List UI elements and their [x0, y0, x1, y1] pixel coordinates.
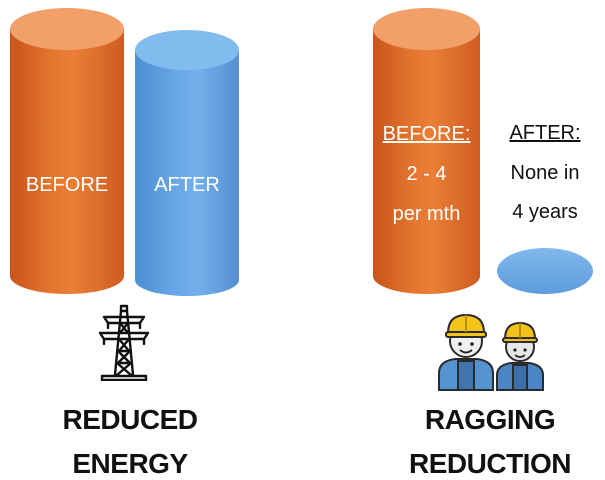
workers-hardhat-icon [438, 313, 544, 391]
energy-after-cylinder: AFTER [135, 30, 239, 296]
energy-before-label: BEFORE [25, 174, 109, 196]
ragging-before-heading: BEFORE: [382, 123, 471, 145]
energy-caption-line1: REDUCED [62, 404, 198, 435]
ragging-after-line1: None in [510, 162, 580, 184]
energy-before-cylinder: BEFORE [10, 8, 124, 294]
ragging-after-heading: AFTER: [509, 122, 581, 144]
ragging-after-disc [497, 248, 593, 294]
ragging-caption-line2: REDUCTION [409, 448, 571, 479]
ragging-caption-line1: RAGGING [424, 404, 556, 435]
ragging-after-line2: 4 years [512, 201, 578, 223]
ragging-before-cylinder: BEFORE: 2 - 4 per mth [373, 8, 480, 294]
power-pylon-icon [98, 304, 150, 381]
energy-after-label: AFTER [154, 174, 220, 196]
energy-caption-line2: ENERGY [72, 448, 188, 479]
ragging-before-unit: per mth [392, 203, 461, 225]
ragging-before-value: 2 - 4 [406, 163, 447, 185]
